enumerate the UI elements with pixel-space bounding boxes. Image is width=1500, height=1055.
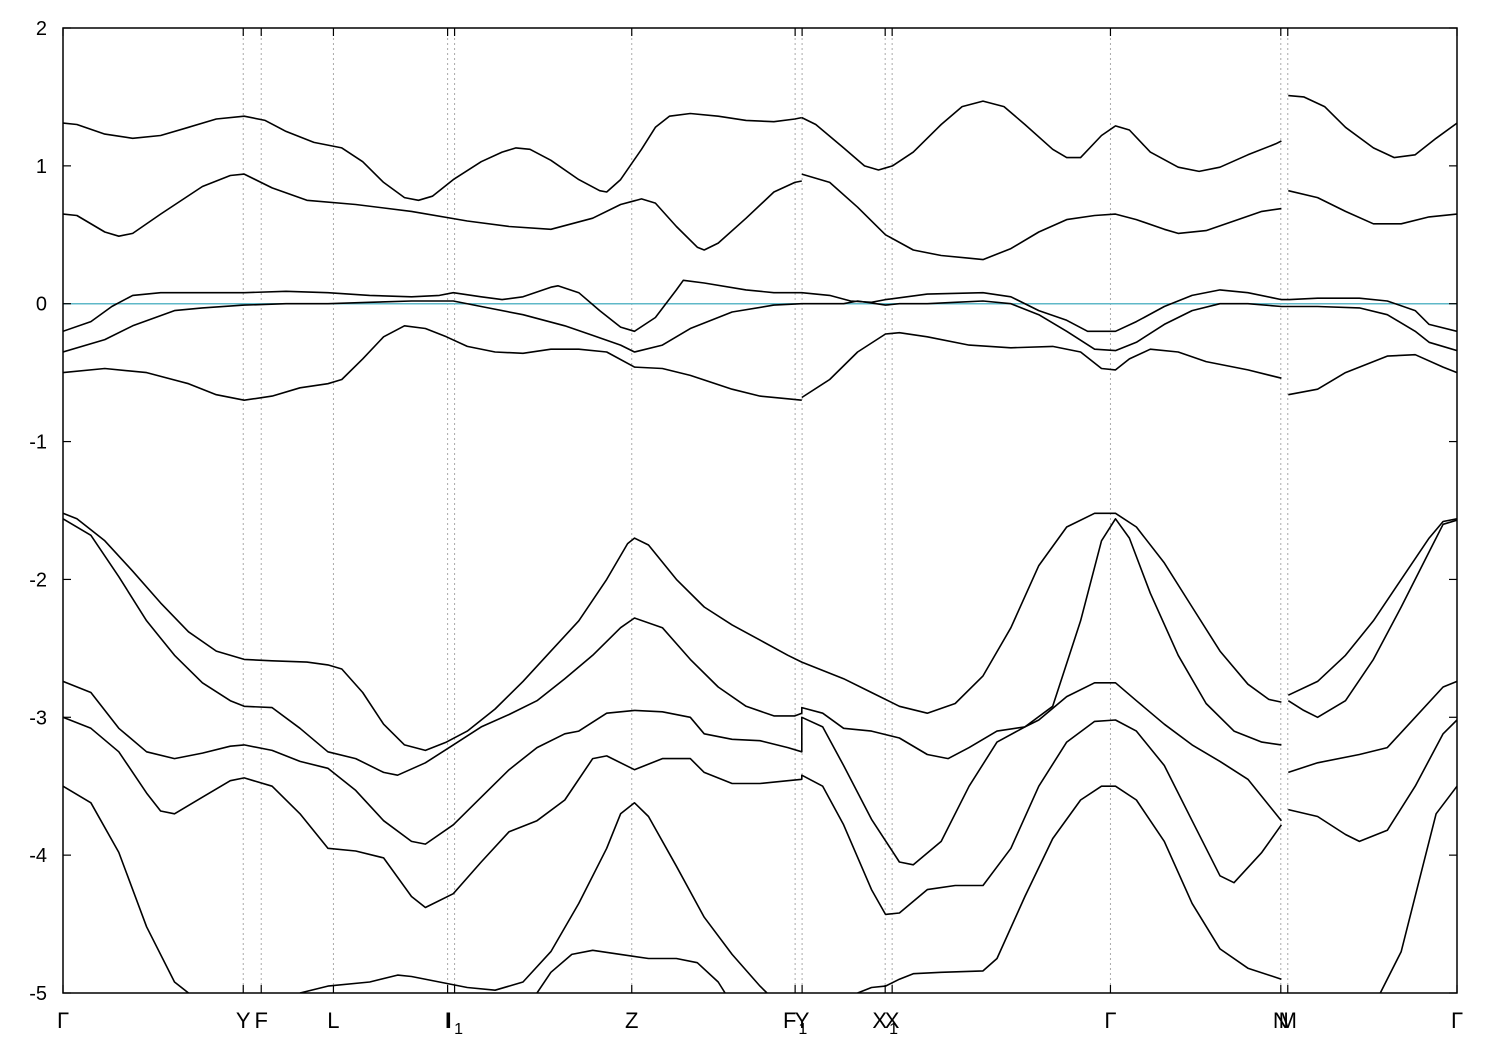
- x-tick-label: F: [255, 1008, 268, 1033]
- plot-frame: [62, 27, 1458, 994]
- bands-group: [63, 94, 1457, 993]
- x-tick-label: Γ: [1104, 1008, 1116, 1033]
- x-tick-label: I: [445, 1008, 451, 1033]
- band-line: [63, 518, 1282, 776]
- band-line: [63, 300, 1457, 353]
- band-line: [1288, 189, 1457, 225]
- band-line: [1288, 719, 1457, 843]
- y-tick-label: 1: [36, 156, 47, 178]
- band-line: [801, 331, 1282, 399]
- band-line: [63, 785, 189, 993]
- band-line: [63, 325, 802, 401]
- x-tick-label: N: [1273, 1008, 1289, 1033]
- band-line: [299, 802, 768, 993]
- y-tick-label: 2: [36, 18, 47, 40]
- y-tick-label: -4: [29, 845, 47, 867]
- x-tick-label: Γ: [1451, 1008, 1463, 1033]
- band-line: [63, 716, 1283, 916]
- band-line: [1287, 518, 1457, 696]
- band-line: [1287, 519, 1457, 719]
- band-line: [63, 680, 1283, 866]
- y-tick-label: -5: [29, 983, 47, 1005]
- band-line: [536, 949, 726, 993]
- band-line: [1288, 94, 1457, 159]
- y-tick-label: -3: [29, 707, 47, 729]
- band-line: [801, 173, 1282, 261]
- band-line: [801, 100, 1282, 173]
- band-line: [1288, 680, 1457, 774]
- band-line: [857, 785, 1282, 993]
- x-tick-label: X: [885, 1008, 900, 1033]
- x-tick-label: Y: [236, 1008, 251, 1033]
- x-tick-subscript: 1: [889, 1021, 898, 1038]
- x-tick-label: Z: [625, 1008, 638, 1033]
- band-line: [63, 112, 802, 202]
- x-tick-subscript: 1: [798, 1021, 807, 1038]
- band-line: [1379, 785, 1457, 993]
- x-tick-label: L: [327, 1008, 339, 1033]
- y-tick-label: 0: [36, 294, 47, 316]
- x-tick-subscript: 1: [454, 1021, 463, 1038]
- x-tick-label: M: [1279, 1008, 1297, 1033]
- band-line: [63, 173, 802, 251]
- band-line: [63, 512, 1282, 752]
- y-tick-label: -1: [29, 432, 47, 454]
- band-line: [1288, 353, 1457, 396]
- y-tick-label: -2: [29, 569, 47, 591]
- x-tick-label: Y: [795, 1008, 810, 1033]
- band-line: [63, 279, 1457, 333]
- y-axis: 2 1 0 -1 -2 -3 -4 -5: [29, 18, 1457, 1005]
- x-tick-label: Γ: [57, 1008, 69, 1033]
- vertical-grid: [242, 28, 1289, 993]
